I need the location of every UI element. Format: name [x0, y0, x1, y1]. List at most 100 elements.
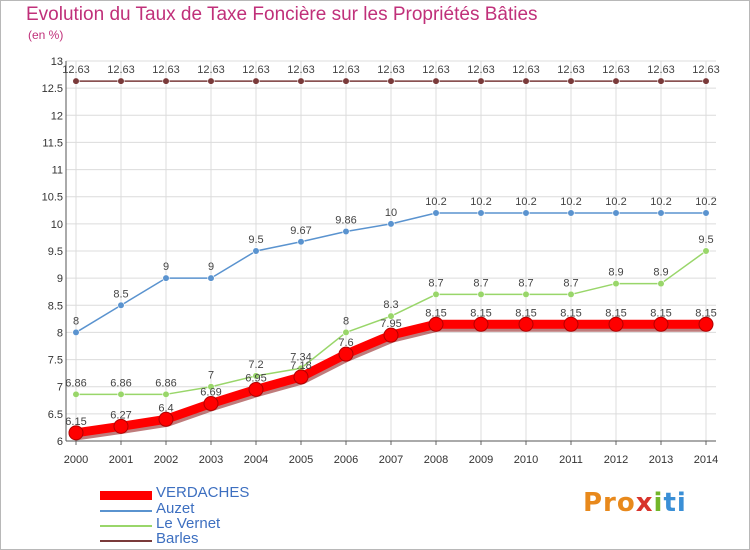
- data-point-verdaches: [203, 396, 219, 412]
- x-tick-label: 2011: [559, 454, 583, 466]
- data-point-verdaches: [338, 346, 354, 362]
- data-point-auzet: [342, 227, 350, 236]
- data-point-verdaches: [653, 316, 669, 332]
- data-point-le-vernet: [342, 328, 350, 337]
- y-tick-label: 7.5: [48, 355, 63, 367]
- data-label-barles: 12.63: [647, 64, 675, 76]
- data-point-barles: [72, 77, 80, 85]
- data-point-verdaches: [383, 327, 399, 343]
- y-tick-label: 11.5: [42, 137, 63, 149]
- data-point-le-vernet: [162, 390, 170, 398]
- data-label-le-vernet: 9.5: [698, 234, 713, 246]
- data-label-verdaches: 8.15: [470, 307, 491, 319]
- x-tick-label: 2013: [649, 454, 673, 466]
- data-label-auzet: 9.5: [248, 234, 263, 246]
- y-tick-label: 11: [52, 165, 63, 177]
- data-label-auzet: 8.5: [113, 288, 128, 300]
- data-label-barles: 12.63: [197, 64, 225, 76]
- data-point-auzet: [117, 301, 125, 309]
- data-label-verdaches: 8.15: [515, 307, 536, 319]
- data-label-barles: 12.63: [602, 64, 630, 76]
- data-point-auzet: [297, 238, 305, 246]
- data-point-barles: [702, 77, 710, 85]
- data-label-le-vernet: 8.7: [563, 277, 578, 289]
- data-labels: 12.63 12.63 12.63 12.63 12.63 12.63 12.63 12.63…: [62, 64, 720, 428]
- data-label-barles: 12.63: [152, 64, 180, 76]
- data-point-auzet: [612, 209, 620, 217]
- data-label-le-vernet: 8: [343, 315, 349, 327]
- data-point-le-vernet: [117, 390, 125, 398]
- data-label-verdaches: 8.15: [695, 307, 716, 319]
- legend-item-verdaches[interactable]: VERDACHES: [100, 484, 300, 503]
- data-point-auzet: [72, 328, 80, 337]
- data-point-verdaches: [248, 381, 264, 397]
- data-label-verdaches: 6.15: [65, 416, 86, 428]
- data-label-auzet: 9.67: [290, 225, 311, 237]
- data-label-le-vernet: 6.86: [65, 377, 86, 389]
- y-tick-label: 13: [51, 56, 63, 68]
- data-label-auzet: 9: [208, 261, 214, 273]
- data-point-auzet: [567, 209, 575, 217]
- legend-label-barles: Barles: [156, 530, 199, 547]
- data-label-le-vernet: 7: [208, 370, 214, 382]
- legend-item-le-vernet[interactable]: Le Vernet: [100, 515, 300, 534]
- data-point-barles: [657, 77, 665, 85]
- data-label-auzet: 10.2: [470, 196, 491, 208]
- data-label-verdaches: 6.95: [245, 372, 266, 384]
- data-point-auzet: [162, 274, 170, 282]
- data-label-auzet: 10.2: [560, 196, 581, 208]
- data-point-barles: [387, 77, 395, 85]
- proxiti-logo: Proxiti: [583, 488, 687, 518]
- data-point-le-vernet: [657, 279, 665, 288]
- legend-label-le-vernet: Le Vernet: [156, 515, 221, 532]
- data-label-le-vernet: 7.34: [290, 351, 311, 363]
- axes: 6 6.5 7 7.5 8 8.5 9 9.5 10 10.5 11 11.5 12 12.5 13 2000…: [42, 56, 719, 466]
- data-label-verdaches: 7.6: [338, 337, 353, 349]
- series-lines: [68, 77, 714, 441]
- data-point-auzet: [207, 274, 215, 282]
- data-point-auzet: [432, 209, 440, 217]
- data-point-le-vernet: [252, 372, 260, 380]
- y-tick-label: 8.5: [48, 300, 63, 312]
- data-point-barles: [567, 77, 575, 85]
- data-label-le-vernet: 8.9: [608, 267, 623, 279]
- data-label-verdaches: 7.95: [380, 318, 401, 330]
- data-label-auzet: 10.2: [605, 196, 626, 208]
- data-label-auzet: 10.2: [695, 196, 716, 208]
- unit-label: (en %): [28, 28, 64, 42]
- y-tick-label: 8: [57, 327, 63, 339]
- data-point-barles: [432, 77, 440, 85]
- data-point-barles: [162, 77, 170, 85]
- legend-item-barles[interactable]: Barles: [100, 530, 300, 549]
- x-tick-label: 2001: [109, 454, 133, 466]
- legend-item-auzet[interactable]: Auzet: [100, 500, 300, 519]
- data-label-barles: 12.63: [287, 64, 315, 76]
- y-tick-label: 12.5: [42, 83, 63, 95]
- data-point-barles: [117, 77, 125, 85]
- x-tick-label: 2002: [154, 454, 178, 466]
- x-tick-label: 2006: [334, 454, 358, 466]
- data-label-auzet: 8: [73, 315, 79, 327]
- data-label-le-vernet: 8.9: [653, 267, 668, 279]
- data-label-le-vernet: 8.7: [428, 277, 443, 289]
- data-label-verdaches: 6.27: [110, 409, 131, 421]
- legend-swatch-barles: [100, 540, 152, 542]
- data-label-verdaches: 6.69: [200, 387, 221, 399]
- x-tick-label: 2003: [199, 454, 223, 466]
- data-point-barles: [522, 77, 530, 85]
- data-label-auzet: 10.2: [515, 196, 536, 208]
- x-tick-label: 2004: [244, 454, 268, 466]
- y-tick-label: 10.5: [42, 192, 63, 204]
- x-tick-label: 2012: [604, 454, 628, 466]
- data-label-barles: 12.63: [62, 64, 90, 76]
- data-point-auzet: [387, 220, 395, 228]
- data-point-verdaches: [698, 316, 714, 332]
- data-label-le-vernet: 8.3: [383, 299, 398, 311]
- data-label-barles: 12.63: [377, 64, 405, 76]
- data-point-verdaches: [293, 369, 309, 385]
- data-point-verdaches: [473, 316, 489, 332]
- y-tick-label: 6.5: [48, 409, 63, 421]
- data-label-le-vernet: 7.2: [248, 359, 263, 371]
- data-point-auzet: [657, 209, 665, 217]
